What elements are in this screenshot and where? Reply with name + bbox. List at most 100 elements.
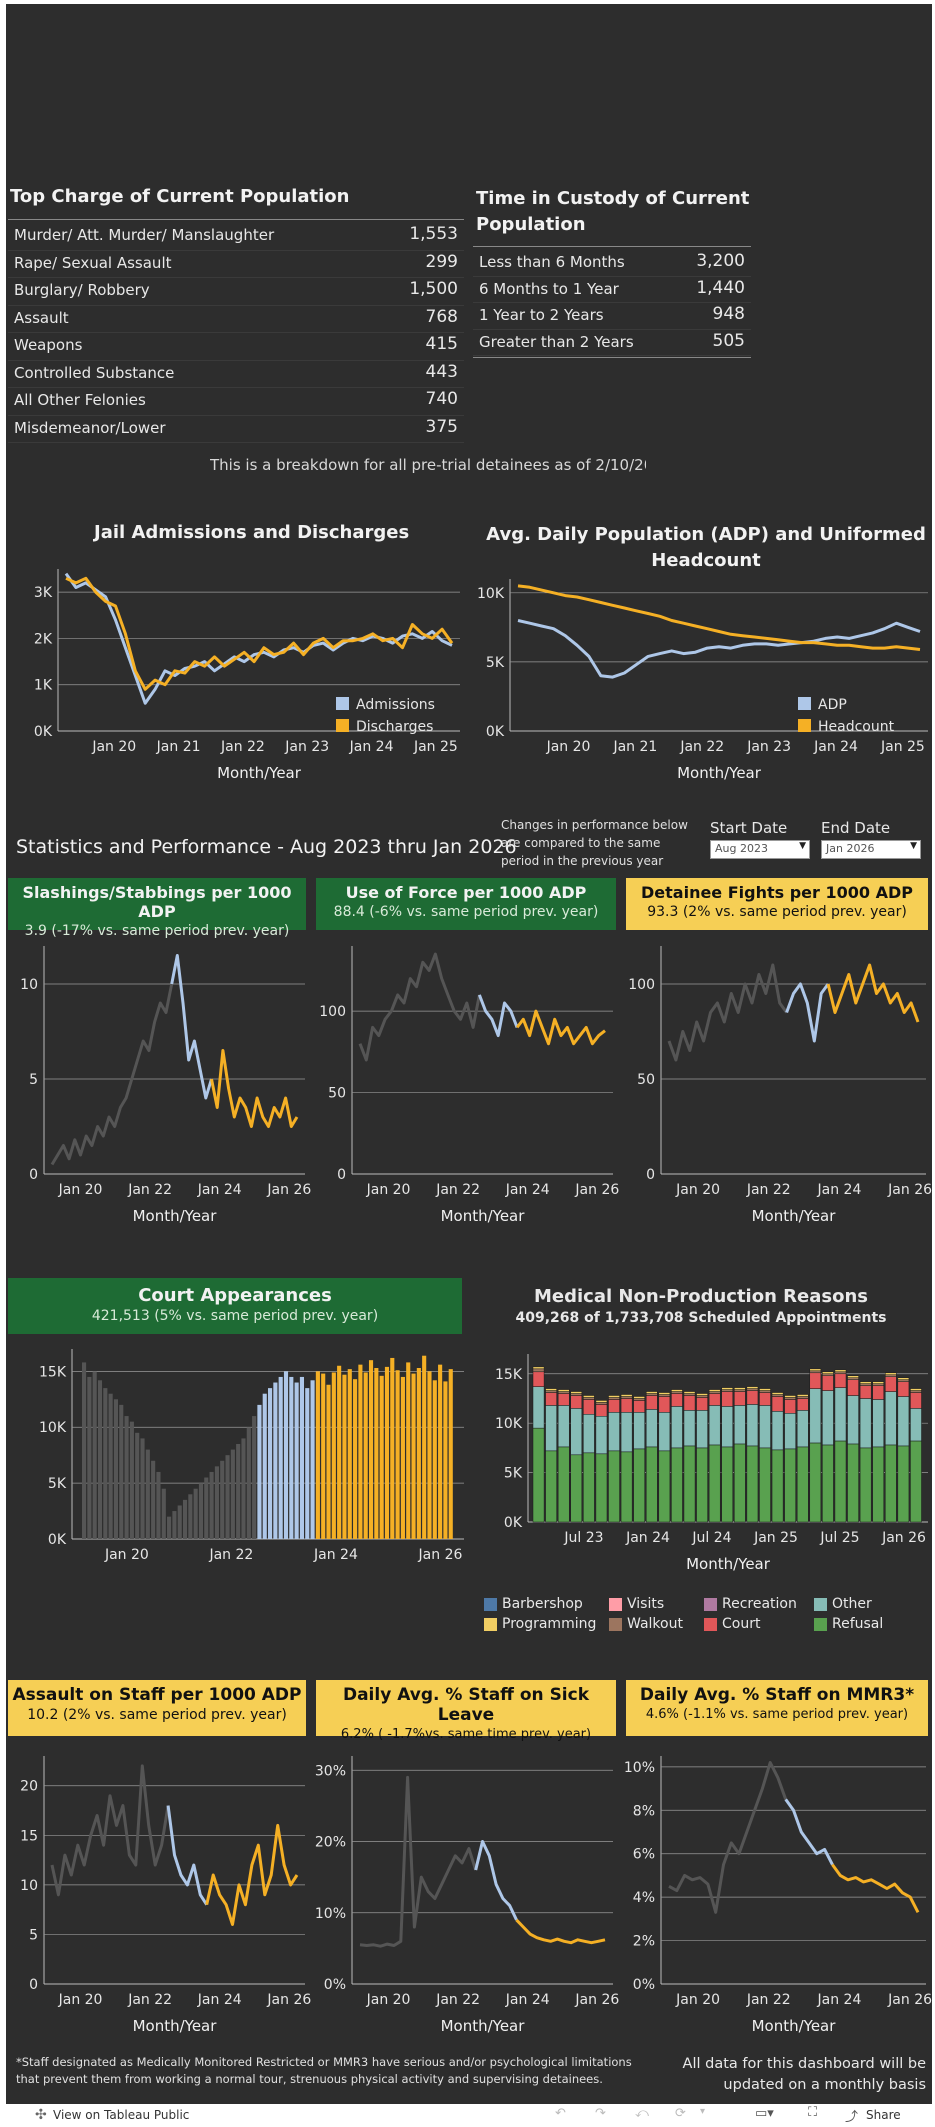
medical-bar-segment	[620, 1451, 633, 1523]
redo-icon[interactable]: ↷	[595, 2106, 606, 2121]
court-bar	[246, 1427, 251, 1539]
fights-line	[667, 963, 788, 1062]
medical-bar-segment	[872, 1385, 885, 1400]
x-tick-label: Jan 26	[574, 1182, 619, 1198]
medical-bar-segment	[645, 1391, 658, 1394]
medical-bar-segment	[570, 1408, 583, 1456]
undo-icon[interactable]: ↶	[555, 2106, 566, 2121]
medical-bar-segment	[570, 1395, 583, 1409]
court-bar	[374, 1368, 379, 1539]
medical-bar-segment	[671, 1391, 683, 1394]
fullscreen-icon[interactable]: ⛶	[808, 2105, 818, 2120]
medical-bar-segment	[910, 1392, 922, 1409]
medical-bar-segment	[696, 1447, 708, 1523]
x-tick-label: Jan 26	[887, 1992, 932, 2008]
medical-bar-segment	[809, 1388, 822, 1444]
legend-swatch	[336, 719, 349, 732]
view-on-tableau-link[interactable]: View on Tableau Public	[53, 2108, 190, 2122]
medical-bar-segment	[834, 1387, 847, 1442]
medical-bar-segment	[809, 1370, 822, 1374]
fights-header: Detainee Fights per 1000 ADP 93.3 (2% vs…	[626, 878, 928, 930]
court-bar	[321, 1373, 326, 1539]
x-tick-label: Jan 26	[266, 1992, 311, 2008]
medical-subtitle: 409,268 of 1,733,708 Scheduled Appointme…	[515, 1310, 887, 1326]
mmr3-title: Daily Avg. % Staff on MMR3*	[639, 1685, 915, 1705]
update-note-line1: All data for this dashboard will be	[682, 2056, 926, 2072]
court-bar	[422, 1355, 427, 1539]
court-bar	[236, 1444, 241, 1539]
court-bar	[103, 1388, 108, 1539]
court-bar	[214, 1466, 219, 1539]
medical-bar-segment	[645, 1395, 658, 1410]
court-bar	[400, 1376, 405, 1539]
y-tick-label: 15	[20, 1828, 38, 1844]
x-tick-label: Jan 24	[505, 1992, 550, 2008]
medical-bar-segment	[608, 1395, 620, 1398]
x-tick-label: Jan 26	[266, 1182, 311, 1198]
time-in-custody-title-line2: Population	[476, 214, 586, 235]
y-tick-label: 10K	[477, 586, 505, 602]
medical-bar-segment	[759, 1447, 771, 1523]
force-subtitle: 88.4 (-6% vs. same period prev. year)	[333, 904, 599, 920]
stats-note: Changes in performance below are compare…	[501, 816, 688, 870]
medical-bar-segment	[696, 1397, 708, 1411]
court-bar	[294, 1382, 299, 1539]
court-bar	[145, 1449, 150, 1539]
court-bar	[151, 1460, 156, 1539]
y-tick-label: 100	[319, 1004, 346, 1020]
medical-bar-segment	[897, 1377, 910, 1380]
medical-bar-segment	[683, 1410, 696, 1447]
device-preview-icon[interactable]: ▭▾	[755, 2106, 774, 2121]
medical-bar-segment	[885, 1391, 897, 1446]
end-date-dropdown[interactable]: Jan 2026 ▼	[821, 840, 921, 859]
row-label: Murder/ Att. Murder/ Manslaughter	[14, 226, 275, 244]
medical-bar-segment	[771, 1394, 784, 1397]
share-label[interactable]: Share	[866, 2108, 901, 2122]
x-tick-label: Jan 21	[156, 739, 201, 755]
row-value: 415	[425, 334, 458, 354]
sick-header: Daily Avg. % Staff on Sick Leave 6.2% ( …	[316, 1680, 616, 1742]
court-subtitle: 421,513 (5% vs. same period prev. year)	[91, 1308, 379, 1324]
medical-bar-segment	[545, 1388, 557, 1391]
revert-icon[interactable]: ⤺	[635, 2106, 649, 2121]
court-bar	[390, 1357, 395, 1539]
medical-bar-segment	[910, 1388, 922, 1391]
medical-bar-segment	[822, 1373, 834, 1376]
start-date-dropdown[interactable]: Aug 2023 ▼	[710, 840, 810, 859]
court-title: Court Appearances	[138, 1285, 332, 1306]
medical-bar-segment	[658, 1412, 671, 1452]
medical-bar-segment	[809, 1442, 822, 1523]
court-bar	[337, 1365, 342, 1539]
medical-bar-segment	[759, 1392, 771, 1406]
legend-swatch	[798, 719, 811, 732]
y-tick-label: 20	[20, 1779, 38, 1795]
top-charge-title: Top Charge of Current Population	[10, 186, 350, 207]
y-tick-label: 10	[20, 1878, 38, 1894]
medical-bar-segment	[771, 1411, 784, 1451]
sick-line	[474, 1840, 518, 1921]
court-bar	[161, 1488, 166, 1539]
medical-bar-segment	[658, 1394, 671, 1397]
force-line	[477, 994, 519, 1038]
x-tick-label: Jan 20	[546, 739, 591, 755]
table-row: 6 Months to 1 Year 1,440	[473, 276, 751, 303]
share-icon[interactable]: ⤴	[845, 2110, 859, 2125]
medical-bar-segment	[834, 1440, 847, 1523]
y-tick-label: 0	[29, 1167, 38, 1183]
refresh-icon[interactable]: ⟳	[675, 2106, 686, 2121]
medical-bar-segment	[721, 1406, 734, 1448]
update-note: All data for this dashboard will be upda…	[666, 2054, 926, 2096]
x-axis-title: Month/Year	[133, 2017, 218, 2035]
x-tick-label: Jan 22	[746, 1182, 791, 1198]
row-label: Greater than 2 Years	[479, 332, 634, 351]
mmr3-chart: 10% 8% 6% 4% 2% 0% Jan 20 Jan 22 Jan 24 Jan 26 Mon…	[624, 1756, 932, 2035]
medical-bar-segment	[721, 1387, 734, 1390]
y-tick-label: 0%	[324, 1977, 346, 1993]
y-tick-label: 50	[328, 1086, 346, 1102]
x-tick-label: Jan 24	[505, 1182, 550, 1198]
court-bar	[177, 1505, 182, 1539]
medical-bar-segment	[784, 1395, 796, 1398]
pause-icon[interactable]: ▾	[700, 2106, 706, 2117]
row-label: Less than 6 Months	[479, 253, 625, 271]
breakdown-note: This is a breakdown for all pre-trial de…	[210, 456, 646, 474]
